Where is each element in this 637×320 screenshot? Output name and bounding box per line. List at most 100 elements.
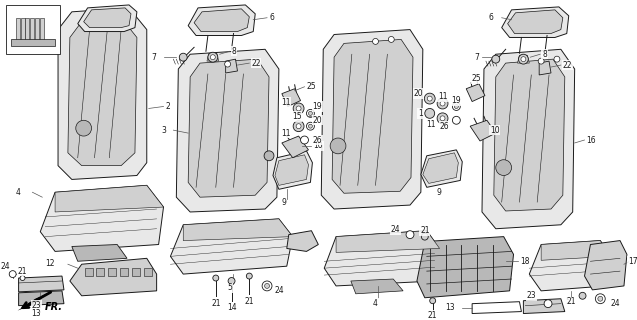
- Text: 18: 18: [520, 257, 530, 266]
- Circle shape: [452, 102, 461, 110]
- Circle shape: [213, 275, 218, 281]
- Text: 15: 15: [292, 112, 301, 121]
- Text: 7: 7: [152, 53, 157, 62]
- Polygon shape: [16, 18, 20, 41]
- Polygon shape: [96, 268, 104, 276]
- Polygon shape: [524, 299, 565, 314]
- Text: 20: 20: [312, 116, 322, 125]
- Text: 1: 1: [418, 109, 423, 118]
- Circle shape: [492, 55, 500, 63]
- Polygon shape: [70, 258, 157, 296]
- Polygon shape: [188, 59, 269, 197]
- Text: 25: 25: [306, 82, 316, 91]
- Text: 4: 4: [16, 188, 20, 197]
- Polygon shape: [85, 268, 92, 276]
- Polygon shape: [18, 276, 64, 292]
- Polygon shape: [207, 53, 218, 61]
- Polygon shape: [324, 231, 440, 286]
- Text: 10: 10: [313, 141, 323, 150]
- Circle shape: [264, 284, 269, 288]
- Text: 19: 19: [452, 96, 461, 105]
- Polygon shape: [466, 84, 485, 101]
- Circle shape: [9, 271, 16, 277]
- Polygon shape: [336, 231, 440, 252]
- Text: 22: 22: [251, 59, 261, 68]
- Text: 11: 11: [426, 120, 436, 129]
- Circle shape: [519, 54, 528, 64]
- Polygon shape: [55, 185, 164, 212]
- Circle shape: [596, 294, 605, 304]
- Text: 24: 24: [1, 262, 11, 271]
- Circle shape: [96, 15, 103, 21]
- Text: 9: 9: [282, 198, 286, 207]
- Text: 4: 4: [373, 299, 378, 308]
- Text: 8: 8: [542, 50, 547, 59]
- Polygon shape: [470, 120, 496, 141]
- Circle shape: [262, 281, 272, 291]
- Polygon shape: [423, 153, 459, 183]
- Circle shape: [293, 103, 304, 114]
- Text: 17: 17: [628, 257, 637, 266]
- Text: 23: 23: [526, 291, 536, 300]
- Text: 11: 11: [438, 92, 447, 101]
- Text: 10: 10: [490, 126, 499, 135]
- Polygon shape: [20, 18, 24, 41]
- Circle shape: [427, 96, 432, 101]
- Circle shape: [424, 93, 435, 104]
- Text: 13: 13: [31, 309, 41, 318]
- Polygon shape: [25, 18, 29, 41]
- Circle shape: [440, 101, 445, 106]
- Circle shape: [76, 120, 92, 136]
- Circle shape: [210, 55, 215, 60]
- Circle shape: [437, 113, 448, 124]
- Text: 16: 16: [587, 135, 596, 145]
- Circle shape: [301, 136, 308, 144]
- Text: 5: 5: [565, 297, 570, 306]
- Polygon shape: [541, 241, 610, 260]
- Circle shape: [389, 36, 394, 42]
- Text: 21: 21: [211, 299, 220, 308]
- Text: 21: 21: [428, 311, 438, 320]
- Polygon shape: [31, 18, 34, 41]
- Polygon shape: [275, 155, 308, 185]
- Text: 26: 26: [312, 135, 322, 145]
- Circle shape: [330, 138, 346, 154]
- Circle shape: [247, 273, 252, 279]
- Text: 24: 24: [610, 299, 620, 308]
- Text: 25: 25: [471, 74, 481, 84]
- Polygon shape: [18, 291, 64, 306]
- Text: 8: 8: [232, 47, 236, 56]
- Circle shape: [208, 52, 218, 62]
- Text: 14: 14: [227, 303, 236, 312]
- Circle shape: [179, 53, 187, 61]
- Circle shape: [306, 109, 315, 117]
- Polygon shape: [108, 268, 116, 276]
- Text: 11: 11: [281, 129, 290, 138]
- Polygon shape: [144, 268, 152, 276]
- Polygon shape: [78, 5, 137, 32]
- Text: 24: 24: [275, 286, 285, 295]
- Text: 6: 6: [489, 13, 494, 22]
- Text: 21: 21: [566, 297, 576, 306]
- Polygon shape: [171, 219, 292, 274]
- Text: 20: 20: [413, 89, 423, 98]
- Polygon shape: [502, 7, 569, 37]
- Polygon shape: [417, 236, 513, 298]
- Circle shape: [20, 276, 25, 281]
- Circle shape: [425, 108, 434, 118]
- Text: 19: 19: [312, 102, 322, 111]
- Polygon shape: [282, 136, 308, 158]
- Circle shape: [296, 106, 301, 111]
- Text: 24: 24: [390, 225, 400, 234]
- Circle shape: [544, 300, 552, 308]
- Circle shape: [521, 57, 526, 62]
- Polygon shape: [194, 9, 249, 32]
- Polygon shape: [120, 268, 128, 276]
- Polygon shape: [83, 8, 131, 28]
- Text: 21: 21: [18, 267, 27, 276]
- Text: 6: 6: [269, 13, 274, 22]
- Polygon shape: [58, 8, 147, 180]
- Polygon shape: [421, 150, 462, 187]
- Text: 5: 5: [227, 284, 232, 292]
- Text: 22: 22: [563, 60, 572, 69]
